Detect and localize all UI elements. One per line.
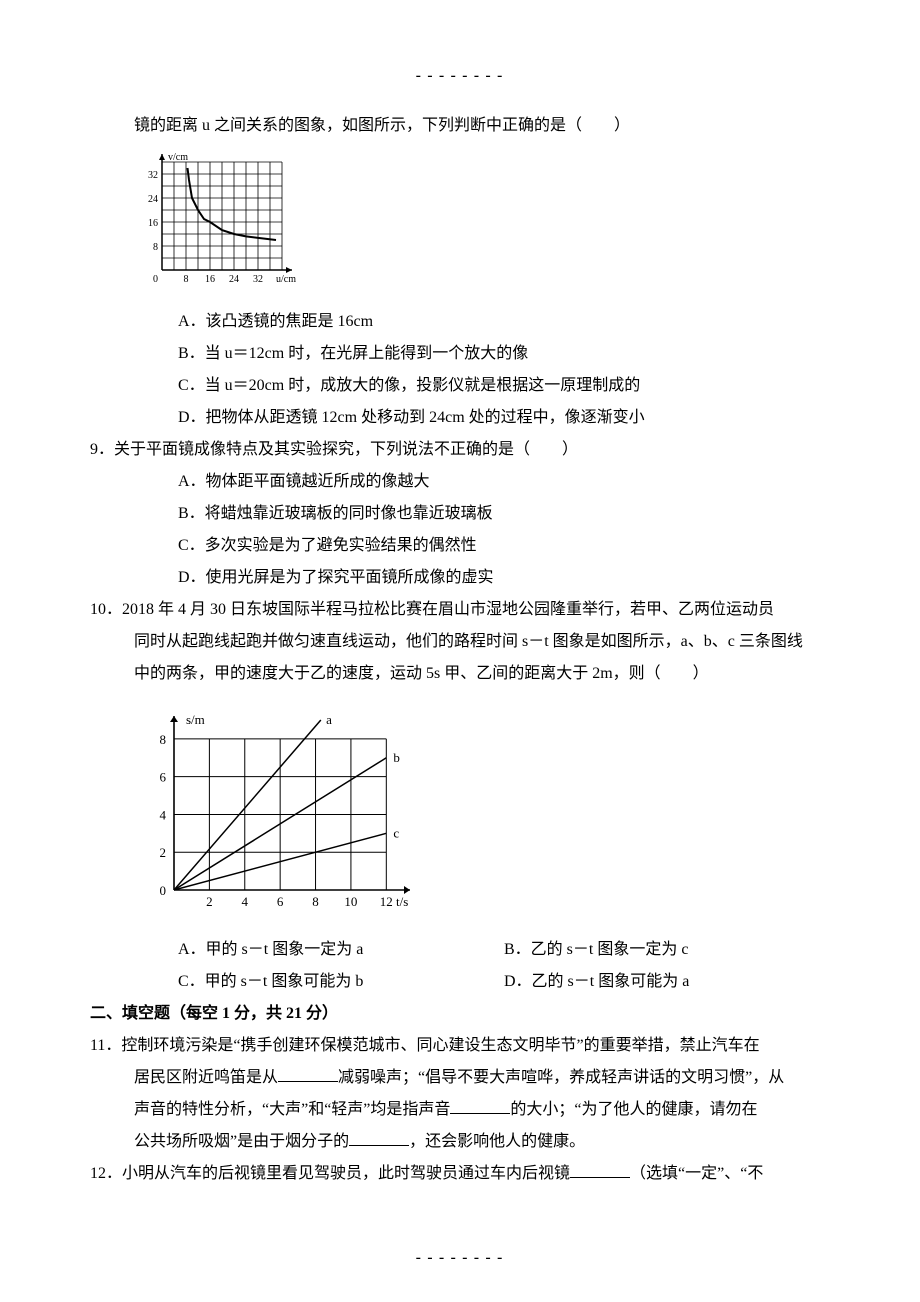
q11-line2: 居民区附近鸣笛是从 减弱噪声；“倡导不要大声喧哗，养成轻声讲话的文明习惯”，从 [90, 1062, 830, 1094]
q10-stem-line1: 10．2018 年 4 月 30 日东坡国际半程马拉松比赛在眉山市湿地公园隆重举… [90, 594, 830, 626]
q10-chart: 2 4 6 8 10 12 0 2 4 6 8 s/m t/s a b c [134, 696, 830, 928]
svg-text:0: 0 [153, 274, 158, 285]
q9-option-c: C．多次实验是为了避免实验结果的偶然性 [90, 530, 830, 562]
bottom-separator: -------- [0, 1242, 920, 1274]
exam-page: -------- 镜的距离 u 之间关系的图象，如图所示，下列判断中正确的是（ … [0, 0, 920, 1302]
q8-option-b: B．当 u＝12cm 时，在光屏上能得到一个放大的像 [90, 338, 830, 370]
q10-stem-line3: 中的两条，甲的速度大于乙的速度，运动 5s 甲、乙间的距离大于 2m，则（ ） [90, 658, 830, 690]
svg-text:24: 24 [148, 194, 158, 205]
svg-text:4: 4 [160, 807, 167, 822]
q8-option-a: A．该凸透镜的焦距是 16cm [90, 306, 830, 338]
q11-l2a: 居民区附近鸣笛是从 [134, 1069, 278, 1086]
q11-l3a: 声音的特性分析，“大声”和“轻声”均是指声音 [134, 1101, 450, 1118]
q8-chart: 8 16 24 32 8 16 24 32 0 v/cm u/cm [134, 148, 830, 300]
svg-text:6: 6 [277, 894, 284, 909]
q12-l1a: 12．小明从汽车的后视镜里看见驾驶员，此时驾驶员通过车内后视镜 [90, 1165, 570, 1182]
q10-option-d: D．乙的 s－t 图象可能为 a [504, 966, 830, 998]
svg-text:2: 2 [160, 845, 167, 860]
q11-l3b: 的大小；“为了他人的健康，请勿在 [510, 1101, 757, 1118]
svg-text:2: 2 [206, 894, 213, 909]
q11-blank-3[interactable] [349, 1129, 409, 1146]
q11-line3: 声音的特性分析，“大声”和“轻声”均是指声音 的大小；“为了他人的健康，请勿在 [90, 1094, 830, 1126]
q10-option-a: A．甲的 s－t 图象一定为 a [178, 934, 504, 966]
q11-l2b: 减弱噪声；“倡导不要大声喧哗，养成轻声讲话的文明习惯”，从 [338, 1069, 784, 1086]
svg-text:10: 10 [344, 894, 357, 909]
svg-text:16: 16 [205, 274, 215, 285]
q10-options-row2: C．甲的 s－t 图象可能为 b D．乙的 s－t 图象可能为 a [90, 966, 830, 998]
q12-line1: 12．小明从汽车的后视镜里看见驾驶员，此时驾驶员通过车内后视镜 （选填“一定”、“… [90, 1158, 830, 1190]
svg-text:16: 16 [148, 218, 158, 229]
top-separator: -------- [90, 60, 830, 92]
svg-text:t/s: t/s [396, 894, 408, 909]
q8-option-d: D．把物体从距透镜 12cm 处移动到 24cm 处的过程中，像逐渐变小 [90, 402, 830, 434]
q9-option-b: B．将蜡烛靠近玻璃板的同时像也靠近玻璃板 [90, 498, 830, 530]
q10-options-row1: A．甲的 s－t 图象一定为 a B．乙的 s－t 图象一定为 c [90, 934, 830, 966]
svg-text:32: 32 [148, 170, 158, 181]
svg-text:s/m: s/m [186, 712, 205, 727]
svg-text:8: 8 [153, 242, 158, 253]
svg-text:6: 6 [160, 770, 167, 785]
q9-option-d: D．使用光屏是为了探究平面镜所成像的虚实 [90, 562, 830, 594]
q11-line1: 11．控制环境污染是“携手创建环保模范城市、同心建设生态文明毕节”的重要举措，禁… [90, 1030, 830, 1062]
svg-text:v/cm: v/cm [168, 152, 188, 163]
svg-text:u/cm: u/cm [276, 274, 296, 285]
q10-stem-line2: 同时从起跑线起跑并做匀速直线运动，他们的路程时间 s－t 图象是如图所示，a、b… [90, 626, 830, 658]
svg-text:8: 8 [160, 732, 167, 747]
q10-option-b: B．乙的 s－t 图象一定为 c [504, 934, 830, 966]
svg-text:8: 8 [184, 274, 189, 285]
svg-text:4: 4 [242, 894, 249, 909]
q12-l1b: （选填“一定”、“不 [630, 1165, 763, 1182]
q11-blank-1[interactable] [278, 1065, 338, 1082]
svg-text:12: 12 [380, 894, 393, 909]
q8-continuation: 镜的距离 u 之间关系的图象，如图所示，下列判断中正确的是（ ） [90, 110, 830, 142]
svg-text:b: b [393, 750, 400, 765]
svg-text:32: 32 [253, 274, 263, 285]
q9-stem: 9．关于平面镜成像特点及其实验探究，下列说法不正确的是（ ） [90, 434, 830, 466]
svg-text:8: 8 [312, 894, 319, 909]
svg-text:a: a [326, 712, 332, 727]
section-2-title: 二、填空题（每空 1 分，共 21 分） [90, 998, 830, 1030]
q9-option-a: A．物体距平面镜越近所成的像越大 [90, 466, 830, 498]
svg-text:0: 0 [160, 883, 167, 898]
svg-text:c: c [393, 825, 399, 840]
q11-l4a: 公共场所吸烟”是由于烟分子的 [134, 1133, 349, 1150]
q12-blank-1[interactable] [570, 1161, 630, 1178]
q10-option-c: C．甲的 s－t 图象可能为 b [178, 966, 504, 998]
q11-blank-2[interactable] [450, 1097, 510, 1114]
svg-text:24: 24 [229, 274, 239, 285]
q8-option-c: C．当 u＝20cm 时，成放大的像，投影仪就是根据这一原理制成的 [90, 370, 830, 402]
q11-l4b: ，还会影响他人的健康。 [409, 1133, 585, 1150]
q11-line4: 公共场所吸烟”是由于烟分子的 ，还会影响他人的健康。 [90, 1126, 830, 1158]
